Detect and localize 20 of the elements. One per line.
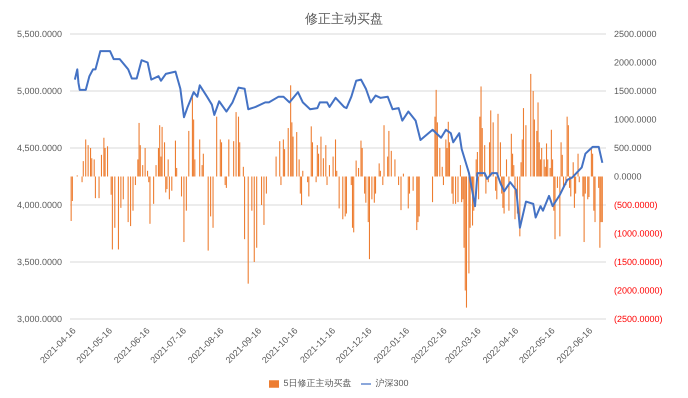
legend-label: 5日修正主动买盘 <box>283 378 352 388</box>
y-tick-label: 3,000.0000 <box>16 314 62 324</box>
y2-tick-label: 2000.0000 <box>614 58 657 68</box>
y2-tick-label: (2500.0000) <box>614 314 663 324</box>
y-tick-label: 5,000.0000 <box>16 86 62 96</box>
y2-tick-label: (2000.0000) <box>614 286 663 296</box>
y2-tick-label: 1500.0000 <box>614 86 657 96</box>
y2-tick-label: (1500.0000) <box>614 257 663 267</box>
legend-label: 沪深300 <box>375 378 409 388</box>
y-tick-label: 3,500.0000 <box>16 257 62 267</box>
y2-tick-label: 1000.0000 <box>614 114 657 124</box>
y-tick-label: 5,500.0000 <box>16 29 62 39</box>
y2-tick-label: 0.0000 <box>614 172 642 182</box>
y2-tick-label: 2500.0000 <box>614 29 657 39</box>
chart-title: 修正主动买盘 <box>304 10 384 28</box>
y2-tick-label: 500.0000 <box>614 143 652 153</box>
y-tick-label: 4,500.0000 <box>16 143 62 153</box>
y2-tick-label: (1000.0000) <box>614 228 663 238</box>
y-tick-label: 4,000.0000 <box>16 200 62 210</box>
y2-tick-label: (500.0000) <box>614 200 658 210</box>
